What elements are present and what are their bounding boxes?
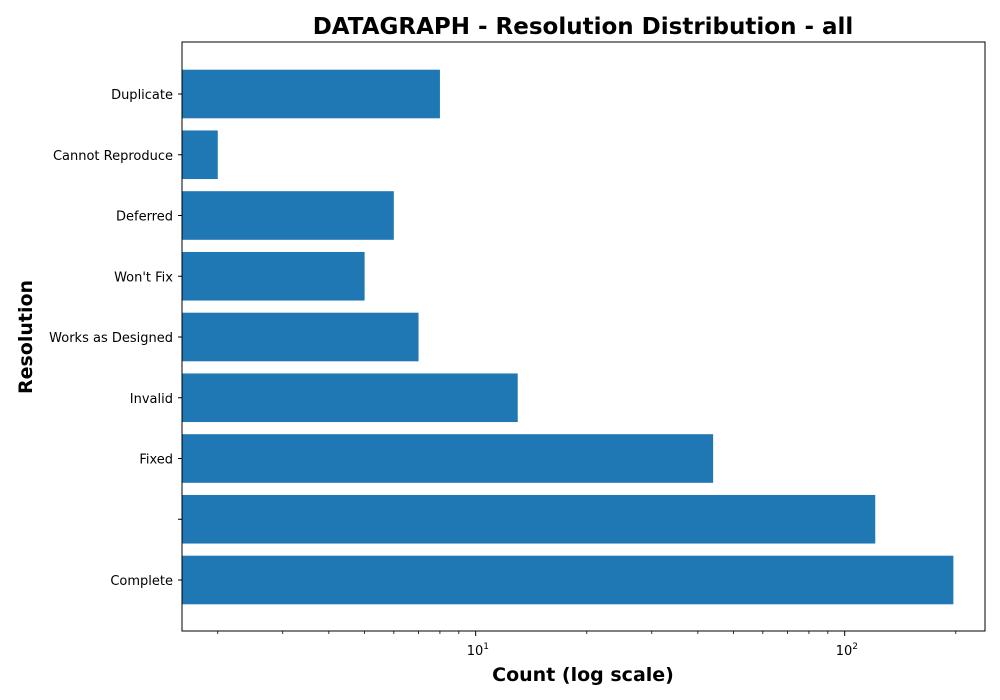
- bar-0: [182, 555, 954, 605]
- plot-frame: [181, 41, 986, 632]
- bar-5: [182, 251, 365, 301]
- y-tick-label-5: Won't Fix: [114, 270, 173, 285]
- x-ticks-group: 101 102: [217, 631, 957, 659]
- bar-7: [182, 130, 218, 180]
- y-tick-label-6: Deferred: [116, 210, 173, 225]
- bar-6: [182, 191, 394, 240]
- y-ticks-group: Complete Fixed Invalid Works as Designed Won…: [49, 88, 182, 589]
- y-tick-label-2: Fixed: [139, 453, 173, 468]
- y-tick-label-3: Invalid: [130, 392, 173, 407]
- bar-4: [182, 312, 419, 362]
- bar-8: [182, 69, 440, 119]
- bar-1: [182, 494, 876, 544]
- y-axis-label: Resolution: [15, 280, 37, 394]
- y-tick-label-8: Duplicate: [111, 88, 173, 103]
- bar-3: [182, 373, 518, 423]
- x-tick-label-1: 102: [836, 642, 858, 659]
- bar-2: [182, 434, 714, 483]
- y-tick-label-7: Cannot Reproduce: [53, 149, 173, 164]
- y-tick-label-4: Works as Designed: [49, 331, 173, 346]
- x-axis-label: Count (log scale): [492, 664, 674, 686]
- y-tick-label-0: Complete: [110, 574, 173, 589]
- chart-title: DATAGRAPH - Resolution Distribution - al…: [313, 14, 854, 40]
- bars-group: [182, 69, 954, 605]
- x-tick-label-0: 101: [467, 642, 489, 659]
